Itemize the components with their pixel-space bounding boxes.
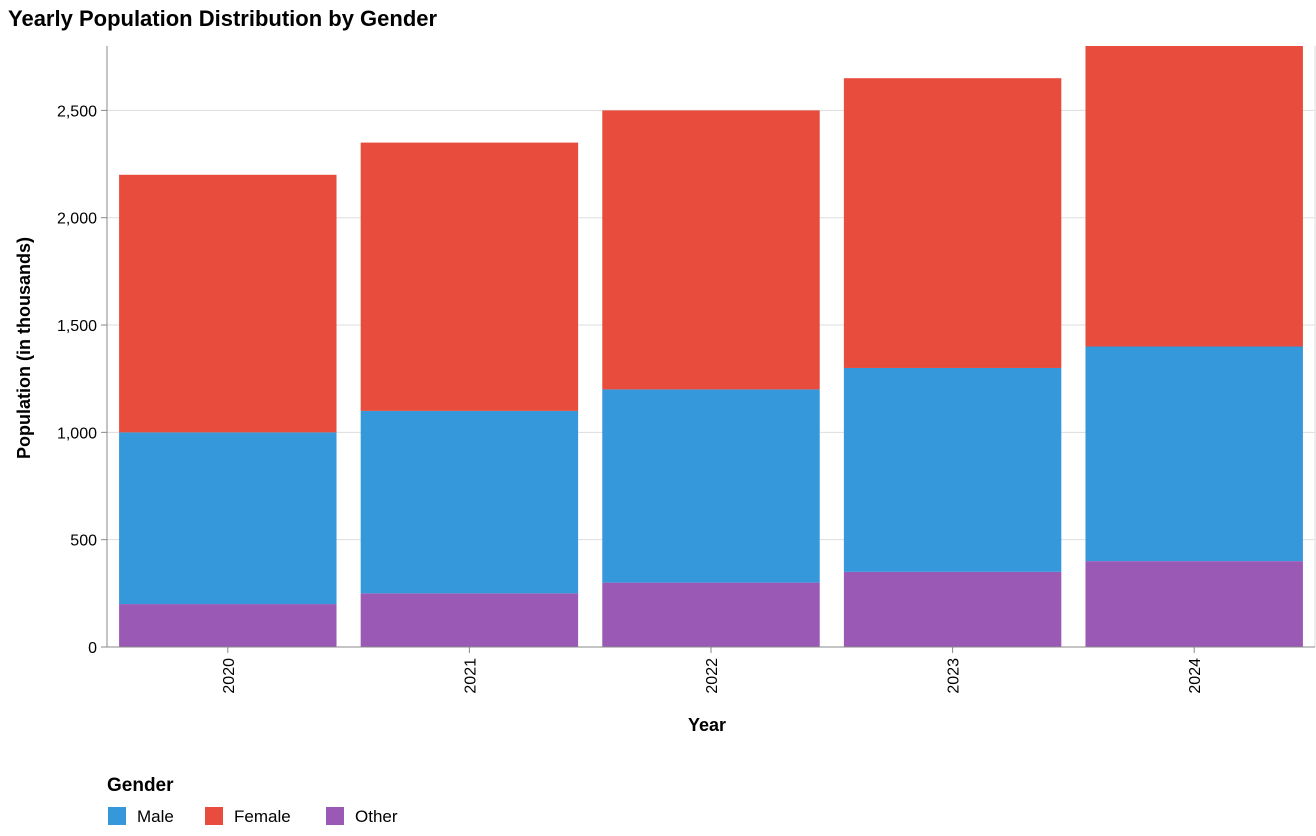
bar-female-2021 <box>360 142 579 411</box>
bar-other-2020 <box>119 604 337 647</box>
y-tick-label: 0 <box>88 640 97 657</box>
bars <box>119 46 1303 647</box>
bar-male-2022 <box>602 389 820 583</box>
legend-swatch-male <box>108 807 126 825</box>
x-tick-label: 2020 <box>221 658 238 694</box>
bar-male-2020 <box>119 432 337 605</box>
legend-title: Gender <box>107 775 174 796</box>
bar-female-2023 <box>843 78 1062 368</box>
x-tick-label: 2024 <box>1187 658 1204 694</box>
x-tick-label: 2023 <box>946 658 963 694</box>
legend-label-other: Other <box>355 807 398 826</box>
legend: Gender Male Female Other <box>107 775 398 826</box>
y-tick-label: 2,000 <box>57 211 97 228</box>
y-tick-label: 500 <box>70 533 97 550</box>
chart-title: Yearly Population Distribution by Gender <box>8 6 438 31</box>
bar-other-2021 <box>360 593 579 647</box>
y-tick-label: 2,500 <box>57 103 97 120</box>
y-axis-title: Population (in thousands) <box>14 237 34 459</box>
x-axis-title: Year <box>688 715 726 735</box>
x-tick-label: 2022 <box>704 658 721 694</box>
legend-swatch-other <box>326 807 344 825</box>
axes: 0 500 1,000 1,500 2,000 2,500 2020 2021 2022 2023… <box>57 46 1315 694</box>
legend-label-female: Female <box>234 807 291 826</box>
bar-female-2024 <box>1085 46 1303 347</box>
y-tick-label: 1,000 <box>57 425 97 442</box>
bar-other-2024 <box>1085 561 1303 647</box>
legend-swatch-female <box>205 807 223 825</box>
bar-male-2023 <box>843 367 1062 572</box>
bar-female-2020 <box>119 174 337 433</box>
bar-other-2022 <box>602 582 820 647</box>
legend-label-male: Male <box>137 807 174 826</box>
bar-other-2023 <box>843 571 1062 647</box>
bar-female-2022 <box>602 110 820 390</box>
bar-male-2024 <box>1085 346 1303 562</box>
bar-male-2021 <box>360 410 579 594</box>
y-tick-label: 1,500 <box>57 318 97 335</box>
x-tick-label: 2021 <box>462 658 479 694</box>
